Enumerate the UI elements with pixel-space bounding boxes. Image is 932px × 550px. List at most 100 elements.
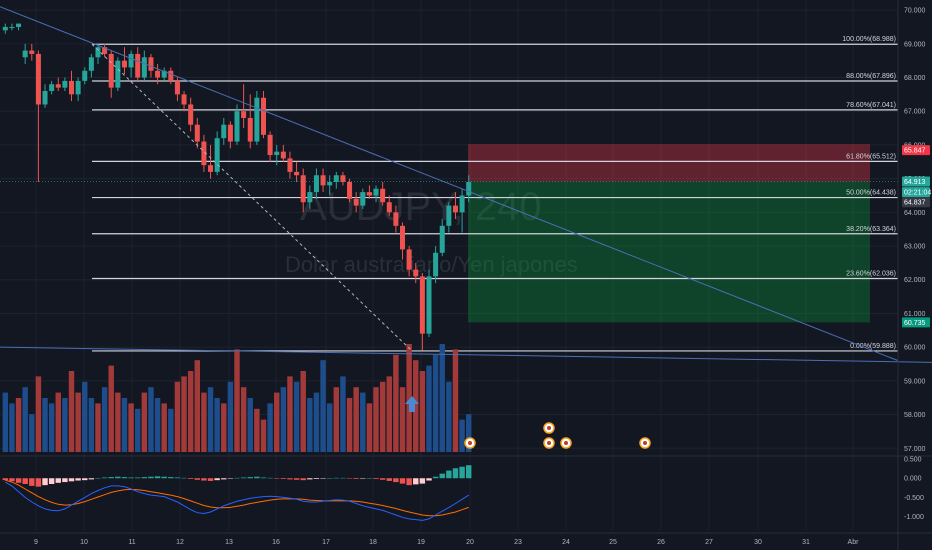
fib-level-label: 78.60%(67.041) <box>846 102 896 109</box>
candle-body <box>360 192 366 206</box>
macd-histogram-bar <box>274 478 280 479</box>
macd-histogram-bar <box>48 478 55 484</box>
candle-body <box>194 124 200 142</box>
price-tag <box>902 197 930 208</box>
macd-histogram-bar <box>227 478 234 479</box>
candle-body <box>373 188 379 196</box>
candle-body <box>313 175 319 193</box>
price-tick-label: 58.000 <box>904 412 926 419</box>
time-tick-label: 11 <box>128 539 135 546</box>
price-tick-label: 67.000 <box>904 109 926 116</box>
time-tick-label: 13 <box>225 539 233 546</box>
candle-body <box>62 80 68 88</box>
volume-bar <box>373 387 379 452</box>
candle-body <box>333 175 339 182</box>
macd-histogram-bar <box>326 478 333 479</box>
volume-bar <box>181 376 187 452</box>
volume-bar <box>201 392 207 452</box>
volume-bar <box>452 349 459 452</box>
volume-bar <box>326 403 333 452</box>
macd-histogram-bar <box>373 478 379 480</box>
macd-histogram-bar <box>42 478 48 486</box>
macd-histogram-bar <box>379 478 386 480</box>
macd-histogram-bar <box>240 477 247 479</box>
volume-bar <box>459 419 465 452</box>
volume-bar <box>466 414 472 452</box>
macd-histogram-bar <box>300 478 306 481</box>
candle-body <box>413 269 419 277</box>
volume-bar <box>141 392 148 452</box>
time-tick-label: Abr <box>848 539 860 546</box>
volume-bar <box>293 381 300 452</box>
macd-histogram-bar <box>386 478 392 481</box>
candle-body <box>260 97 266 135</box>
macd-histogram-bar <box>413 478 419 485</box>
price-tag <box>902 176 930 187</box>
macd-histogram-bar <box>2 478 9 481</box>
price-tick-label: 64.000 <box>904 210 926 217</box>
candle-body <box>174 80 180 95</box>
macd-histogram-bar <box>254 476 260 479</box>
arrow-up-icon <box>405 396 419 412</box>
candle-body <box>221 124 227 139</box>
candle-body <box>55 84 61 88</box>
macd-tick-label: 0.000 <box>904 476 922 483</box>
candle-body <box>22 50 28 58</box>
volume-bar <box>340 376 346 452</box>
volume-bar <box>135 408 141 452</box>
volume-bar <box>320 360 326 452</box>
volume-bar <box>366 403 373 452</box>
macd-histogram-bar <box>108 477 114 479</box>
event-dot <box>564 441 568 445</box>
volume-bar <box>393 354 399 452</box>
volume-bar <box>234 349 240 452</box>
time-tick-label: 23 <box>514 539 522 546</box>
volume-bar <box>82 381 88 452</box>
stop-loss-zone <box>468 144 870 182</box>
trend-lines[interactable] <box>0 6 932 412</box>
macd-tick-label: 0.500 <box>904 457 922 464</box>
macd-histogram-bar <box>194 478 200 480</box>
fib-level-label: 88.00%(67.896) <box>846 73 896 80</box>
volume-bar <box>313 392 320 452</box>
macd-histogram-bar <box>201 478 207 481</box>
volume-bar <box>353 387 359 452</box>
fib-level-label: 0.00%(59.888) <box>850 343 896 350</box>
price-tag-label: 64.837 <box>904 200 926 207</box>
candle-body <box>42 91 48 105</box>
price-tick-label: 60.000 <box>904 345 926 352</box>
price-tick-label: 59.000 <box>904 378 926 385</box>
macd-histogram-bar <box>75 478 81 481</box>
candle-body <box>247 117 253 142</box>
macd-histogram-bar <box>320 478 326 479</box>
volume-bar <box>247 398 253 452</box>
macd-tick-label: -0.500 <box>904 495 924 502</box>
candle-body <box>340 175 346 182</box>
descending-trend-line <box>0 6 899 362</box>
volume-bar <box>399 387 406 452</box>
volume-bar <box>55 392 61 452</box>
price-axis[interactable]: 70.00069.00068.00067.00066.00065.00064.0… <box>897 0 926 550</box>
candle-body <box>327 182 333 186</box>
macd-histogram-bar <box>293 478 300 480</box>
volume-bar <box>194 360 200 452</box>
candle-body <box>307 192 313 203</box>
support-line <box>0 346 932 363</box>
position-zones[interactable] <box>468 144 870 323</box>
price-tick-label: 63.000 <box>904 244 926 251</box>
candle-body <box>121 60 127 68</box>
candle-body <box>161 70 167 78</box>
event-markers[interactable] <box>464 422 651 449</box>
volume-bar <box>35 376 42 452</box>
candle-body <box>274 151 280 156</box>
volume-bar <box>88 398 95 452</box>
volume-bar <box>15 398 22 452</box>
candle-body <box>320 175 326 186</box>
fib-level-label: 100.00%(68.988) <box>842 36 896 43</box>
candle-body <box>393 212 399 226</box>
candle-body <box>9 26 15 28</box>
price-tick-label: 62.000 <box>904 277 926 284</box>
time-axis[interactable]: 9 10 11 12 13 16 17 18 19 20 23 24 25 26 27 30 31 Abr <box>0 532 932 546</box>
